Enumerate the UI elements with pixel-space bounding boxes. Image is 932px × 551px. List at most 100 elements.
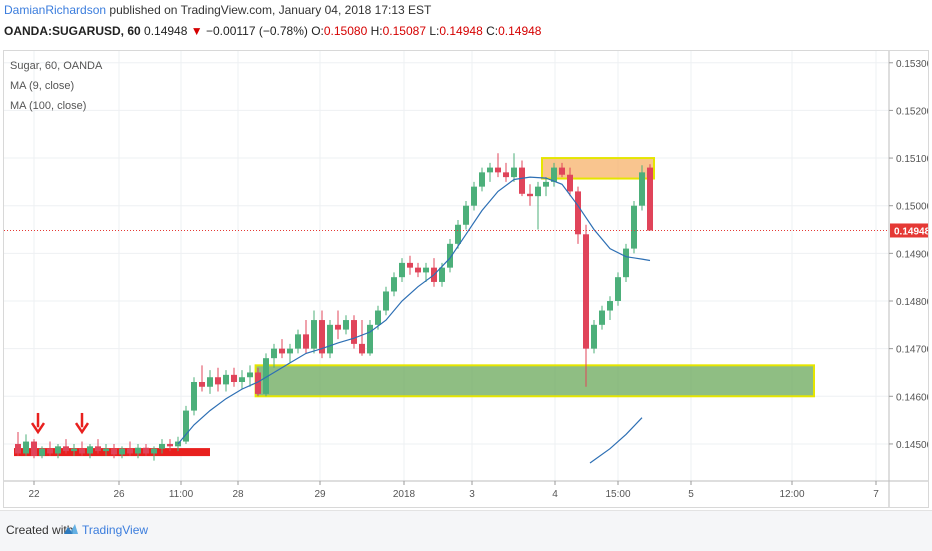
candle-body [559,167,565,175]
candle-body [167,443,173,447]
x-tick-label: 2018 [393,489,416,500]
candle-body [15,443,21,454]
candle-body [71,448,77,452]
tradingview-logo-icon [64,524,78,534]
down-arrow-icon [30,412,46,435]
candle-body [247,372,253,378]
x-tick-label: 28 [232,489,244,500]
change-value: −0.00117 (−0.78%) [206,24,308,38]
candle-body [239,377,245,382]
candle-body [103,448,109,452]
candle-body [487,167,493,173]
symbol-quote-line: OANDA:SUGARUSD, 60 0.14948 ▼ −0.00117 (−… [4,24,541,38]
last-price-label: 0.14948 [894,226,928,237]
close-value: 0.14948 [498,24,542,38]
candle-body [79,448,85,454]
legend-ma-100[interactable]: MA (100, close) [10,100,87,112]
candle-body [87,446,93,454]
arrows [30,412,90,435]
candle-body [479,172,485,187]
candle-body [615,277,621,301]
created-with-label: Created with [6,523,74,537]
zones [14,157,816,457]
candle-body [583,234,589,349]
candle-body [191,382,197,411]
candle-body [255,372,261,394]
candle-body [95,446,101,452]
candles [15,153,653,461]
candle-body [311,320,317,349]
down-arrow-icon [74,412,90,435]
candle-body [647,167,653,231]
candle-body [159,443,165,449]
candle-body [351,320,357,344]
candle-body [543,181,549,187]
x-tick-label: 11:00 [169,489,194,500]
candle-body [343,320,349,330]
candle-body [335,324,341,330]
candle-body [327,324,333,354]
last-price-tag [890,223,928,238]
high-value: 0.15087 [382,24,426,38]
candle-body [511,167,517,178]
candle-body [287,348,293,354]
author-link[interactable]: DamianRichardson [4,3,107,17]
candle-body [135,447,141,454]
legend-series: Sugar, 60, OANDA [10,60,103,72]
candle-body [415,267,421,273]
candle-body [23,441,29,454]
x-tick-label: 7 [873,489,879,500]
high-label: H: [370,24,383,38]
candle-body [463,205,469,225]
publish-info: DamianRichardson published on TradingVie… [4,3,431,17]
chart-frame [3,50,929,508]
candle-body [375,310,381,325]
candle-body [223,374,229,385]
candle-body [423,267,429,273]
candle-body [279,348,285,354]
candle-body [111,448,117,455]
x-tick-label: 29 [314,489,326,500]
candle-body [303,334,309,349]
candle-body [119,448,125,455]
candle-body [199,382,205,387]
supply-zone [541,157,655,180]
down-triangle-icon: ▼ [190,24,203,38]
candle-body [231,374,237,382]
candle-body [623,248,629,278]
candle-body [607,301,613,311]
low-value: 0.14948 [439,24,483,38]
x-tick-label: 15:00 [605,489,630,500]
candle-body [175,441,181,447]
candle-body [63,446,69,452]
tradingview-brand[interactable]: TradingView [82,523,149,537]
candle-body [183,410,189,442]
candle-body [143,447,149,454]
candle-body [447,243,453,268]
x-tick-label: 26 [113,489,125,500]
ma-9-line [177,176,651,445]
candle-body [391,277,397,292]
candle-body [215,377,221,385]
moving-averages [4,176,889,464]
footer: Created with TradingView [0,510,932,551]
symbol-name: OANDA:SUGARUSD, 60 [4,24,141,38]
demand-zone [254,364,816,398]
candle-body [151,448,157,454]
y-tick-label: 0.15300 [896,59,928,70]
low-label: L: [429,24,440,38]
candle-body [503,172,509,178]
candle-body [207,377,213,387]
candle-body [439,267,445,282]
legend-ma-9[interactable]: MA (9, close) [10,80,75,92]
candle-body [519,167,525,194]
candle-body [407,262,413,268]
